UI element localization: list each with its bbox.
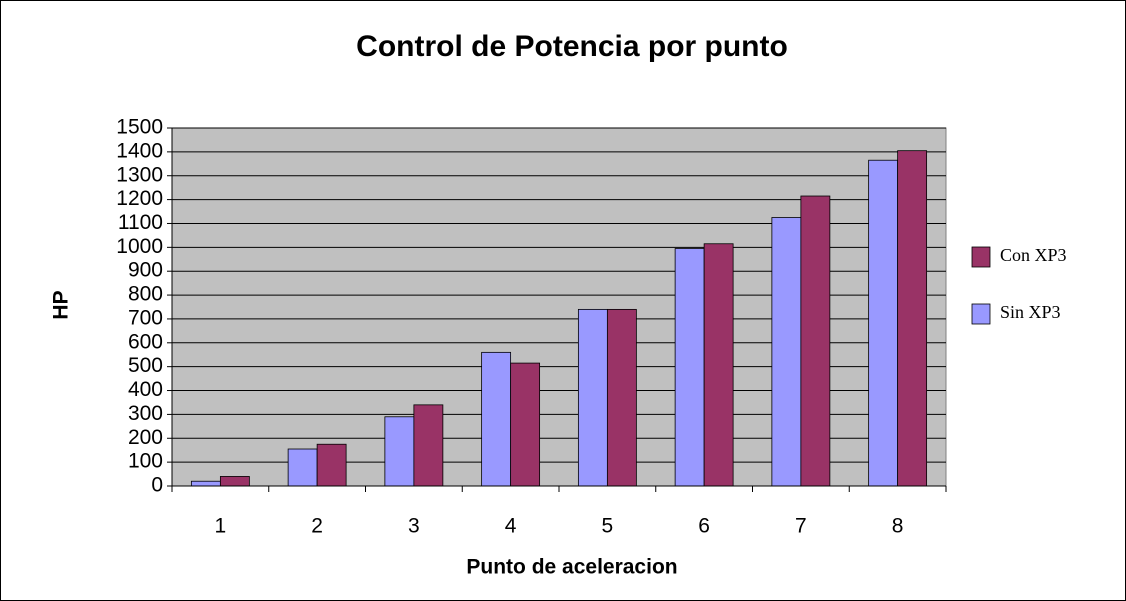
bar: [868, 159, 899, 487]
x-tick-label: 4: [505, 515, 517, 538]
bar: [190, 480, 221, 487]
y-tick-label: 900: [128, 259, 163, 282]
y-tick-label: 1100: [118, 211, 163, 234]
bar: [577, 308, 608, 487]
y-tick-label: 700: [128, 306, 163, 329]
bar: [674, 248, 705, 487]
bar: [413, 404, 444, 487]
y-tick-label: 1300: [116, 163, 163, 186]
x-axis-label: Punto de aceleracion: [466, 556, 677, 579]
x-tick-label: 6: [698, 515, 710, 538]
x-tick-label: 5: [602, 515, 614, 538]
bar: [897, 150, 928, 487]
y-tick-label: 1200: [116, 187, 163, 210]
legend-swatch: [971, 246, 991, 268]
legend-label: Con XP3: [1000, 245, 1067, 265]
bar: [219, 476, 250, 487]
chart-title: Control de Potencia por punto: [356, 30, 788, 63]
bar: [606, 308, 637, 487]
y-tick-label: 500: [128, 354, 163, 377]
y-tick-label: 1500: [116, 116, 163, 139]
bar: [287, 448, 318, 487]
bar: [771, 217, 802, 487]
y-tick-label: 800: [128, 283, 163, 306]
y-tick-label: 600: [128, 330, 163, 353]
y-tick-label: 1400: [116, 139, 163, 162]
y-tick-label: 1000: [116, 235, 163, 258]
bar: [481, 351, 512, 487]
bar: [703, 243, 734, 487]
y-tick-label: 200: [128, 426, 163, 449]
x-tick-label: 8: [892, 515, 904, 538]
y-tick-label: 400: [128, 378, 163, 401]
x-tick-label: 7: [795, 515, 807, 538]
y-tick-label: 300: [128, 402, 163, 425]
y-tick-label: 0: [151, 474, 163, 497]
bar: [510, 362, 541, 487]
bar: [384, 416, 415, 487]
x-tick-label: 3: [408, 515, 420, 538]
y-tick-label: 100: [128, 450, 163, 473]
x-tick-label: 2: [311, 515, 323, 538]
legend-label: Sin XP3: [1000, 302, 1061, 322]
legend-swatch: [971, 303, 991, 325]
x-tick-label: 1: [215, 515, 227, 538]
bar: [316, 443, 347, 487]
y-axis-label: HP: [50, 290, 73, 319]
bar: [800, 195, 831, 487]
